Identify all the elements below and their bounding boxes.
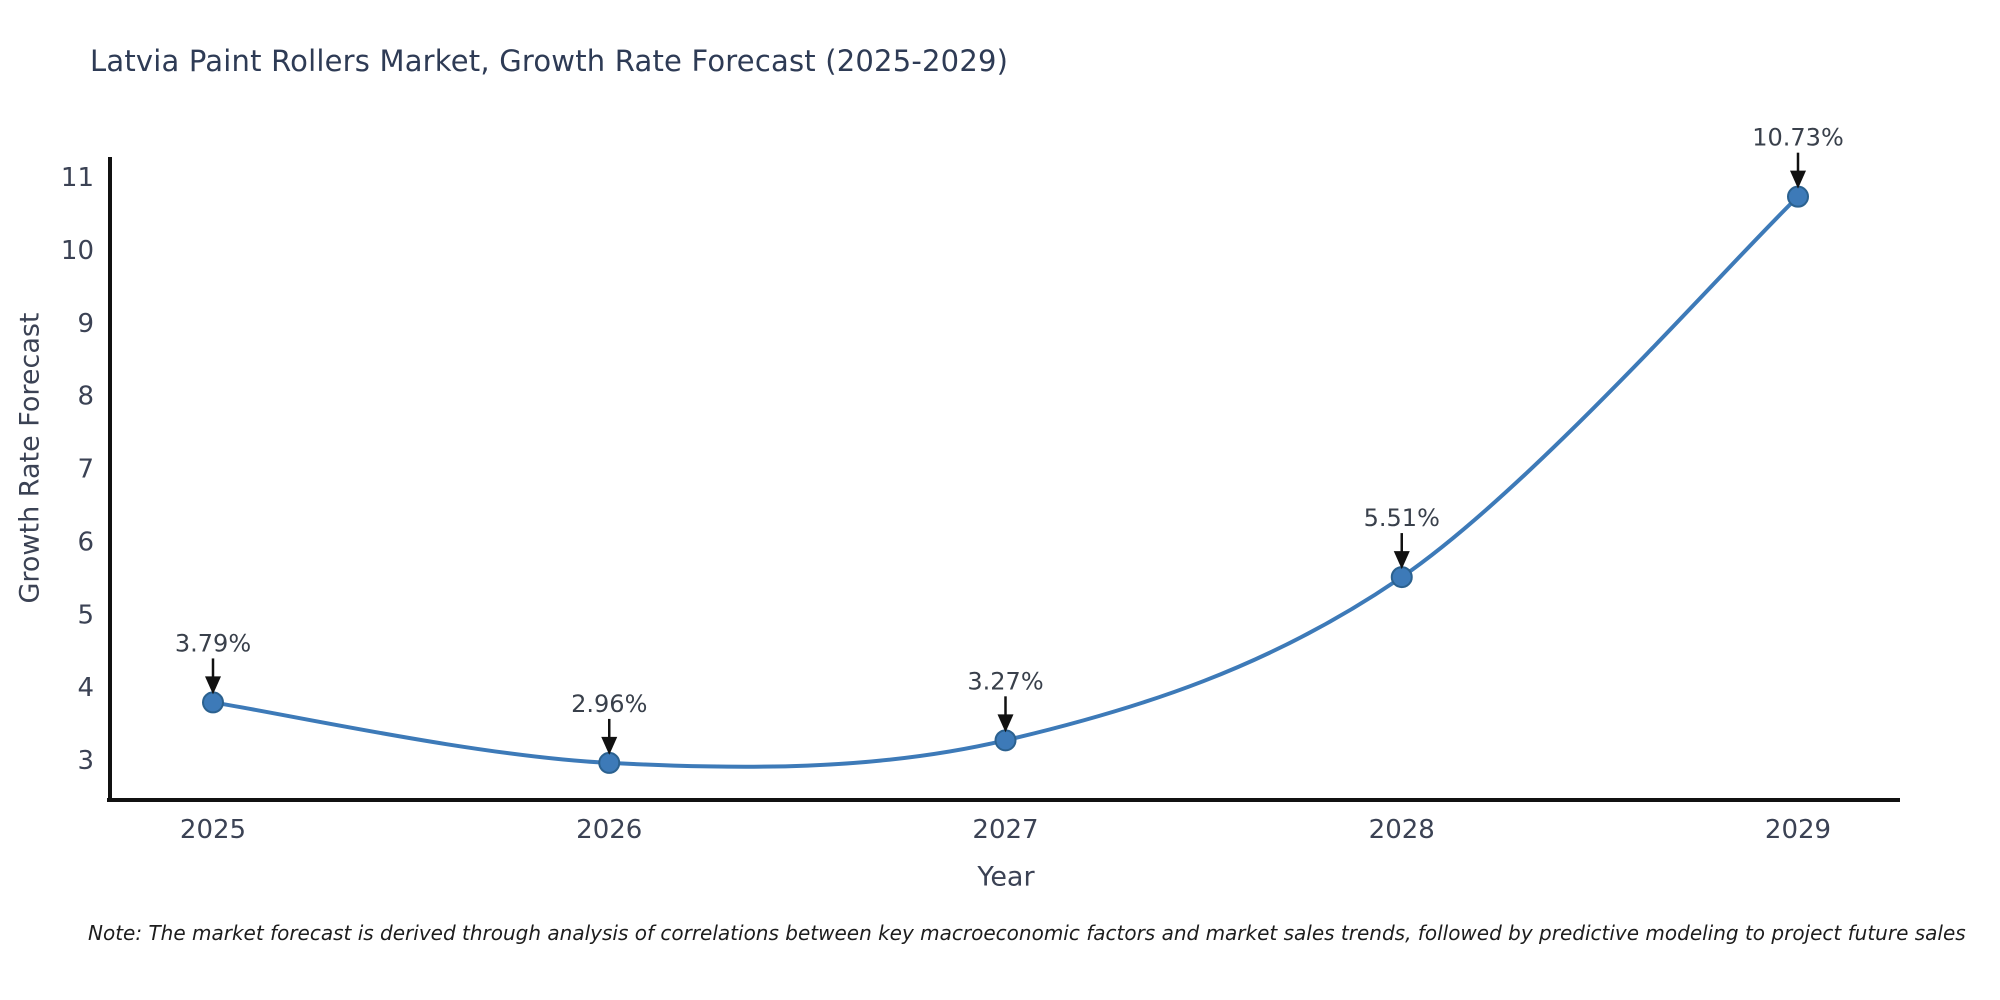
annotation-label: 10.73% xyxy=(1752,124,1844,152)
data-point-marker xyxy=(202,691,224,714)
x-tick-label: 2029 xyxy=(1765,815,1831,845)
x-tick-label: 2026 xyxy=(576,815,642,845)
y-tick-label: 5 xyxy=(77,600,94,630)
y-tick-label: 10 xyxy=(61,236,94,266)
x-tick-label: 2028 xyxy=(1369,815,1435,845)
chart-title: Latvia Paint Rollers Market, Growth Rate… xyxy=(90,44,1009,78)
y-tick-label: 11 xyxy=(61,163,94,193)
y-tick-label: 7 xyxy=(77,455,94,485)
annotation-arrowhead xyxy=(1790,170,1806,189)
data-point-marker xyxy=(1787,185,1809,208)
x-tick-label: 2027 xyxy=(972,815,1038,845)
annotation-arrowhead xyxy=(601,736,618,755)
data-point-marker xyxy=(598,751,621,774)
annotation-label: 2.96% xyxy=(571,690,647,718)
x-axis-title: Year xyxy=(977,861,1035,893)
annotation-label: 3.27% xyxy=(967,667,1043,695)
data-point-marker xyxy=(1390,566,1413,589)
annotation-arrowhead xyxy=(1393,551,1410,570)
annotation-label: 5.51% xyxy=(1364,504,1440,532)
x-tick-label: 2025 xyxy=(180,815,246,845)
y-tick-label: 4 xyxy=(77,673,94,703)
annotation-label: 3.79% xyxy=(175,629,251,657)
annotation-arrowhead xyxy=(205,676,221,695)
y-tick-label: 9 xyxy=(77,309,94,339)
chart-footnote: Note: The market forecast is derived thr… xyxy=(88,921,1966,945)
data-point-marker xyxy=(994,729,1017,752)
annotation-arrowhead xyxy=(997,714,1014,733)
y-tick-label: 3 xyxy=(77,746,94,776)
series-line xyxy=(211,194,1800,769)
y-tick-label: 8 xyxy=(77,382,94,412)
y-tick-label: 6 xyxy=(77,527,94,557)
